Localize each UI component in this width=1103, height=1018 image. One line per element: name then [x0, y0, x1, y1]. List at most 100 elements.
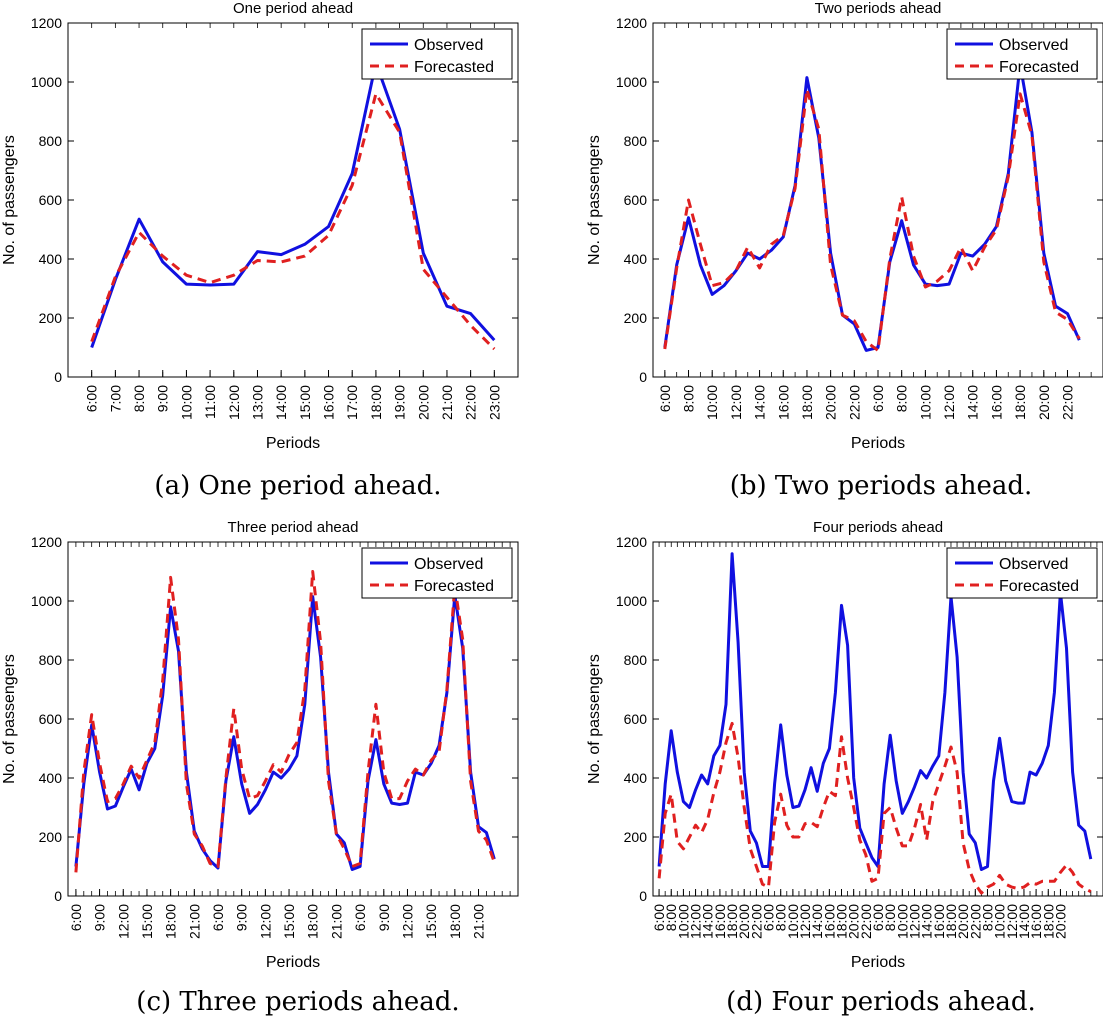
figure-caption: (b) Two periods ahead.	[730, 471, 1033, 501]
legend: Observed Forecasted	[361, 28, 513, 80]
x-tick-label: 14:00	[965, 385, 981, 420]
legend: Observed Forecasted	[361, 547, 513, 599]
x-tick-label: 12:00	[688, 904, 704, 939]
x-tick-label: 6:00	[651, 904, 667, 931]
y-tick-label: 600	[624, 192, 648, 208]
y-tick-label: 0	[54, 369, 62, 385]
x-tick-label: 16:00	[988, 385, 1004, 420]
y-tick-label: 1000	[31, 74, 62, 90]
x-tick-label: 10:00	[704, 385, 720, 420]
x-tick-label: 9:00	[155, 385, 171, 412]
x-tick-label: 22:00	[748, 904, 764, 939]
x-tick-label: 10:00	[992, 904, 1008, 939]
plot-frame	[652, 541, 1103, 897]
legend-label-observed: Observed	[999, 37, 1068, 54]
y-tick-label: 1200	[616, 15, 647, 31]
y-tick-label: 400	[624, 770, 648, 786]
y-tick-label: 1000	[616, 593, 647, 609]
x-tick-label: 18:00	[834, 904, 850, 939]
x-tick-label: 6:00	[84, 385, 100, 412]
legend-label-observed: Observed	[414, 37, 483, 54]
x-tick-label: 14:00	[919, 904, 935, 939]
x-tick-label: 12:00	[728, 385, 744, 420]
x-tick-label: 10:00	[178, 385, 194, 420]
x-tick-label: 18:00	[305, 904, 321, 939]
legend-box	[361, 28, 513, 80]
x-tick-label: 8:00	[681, 385, 697, 412]
y-tick-label: 800	[39, 652, 63, 668]
x-tick-label: 16:00	[775, 385, 791, 420]
x-tick-label: 8:00	[882, 904, 898, 931]
x-tick-label: 6:00	[352, 904, 368, 931]
x-tick-label: 18:00	[799, 385, 815, 420]
x-tick-label: 15:00	[423, 904, 439, 939]
x-tick-label: 22:00	[967, 904, 983, 939]
x-tick-label: 19:00	[392, 385, 408, 420]
x-tick-label: 20:00	[846, 904, 862, 939]
x-axis-label: Periods	[851, 954, 905, 971]
series-line-observed	[90, 61, 496, 348]
y-axis-label: No. of passengers	[1, 135, 18, 265]
y-tick-label: 600	[39, 192, 63, 208]
y-tick-label: 1200	[616, 534, 647, 550]
y-tick-label: 800	[624, 133, 648, 149]
x-tick-label: 12:00	[797, 904, 813, 939]
y-tick-label: 600	[39, 711, 63, 727]
y-tick-label: 200	[39, 829, 63, 845]
x-tick-label: 6:00	[870, 904, 886, 931]
chart-panel-3: 0200400600800100012006:008:0010:0012:001…	[586, 519, 1103, 1017]
x-tick-label: 12:00	[115, 904, 131, 939]
legend: Observed Forecasted	[946, 547, 1098, 599]
x-tick-label: 7:00	[107, 385, 123, 412]
x-tick-label: 8:00	[894, 385, 910, 412]
y-tick-label: 600	[624, 711, 648, 727]
y-tick-label: 1200	[31, 15, 62, 31]
x-tick-label: 14:00	[273, 385, 289, 420]
y-axis-label: No. of passengers	[1, 654, 18, 784]
series-line-observed	[657, 552, 1093, 871]
x-tick-label: 16:00	[931, 904, 947, 939]
x-tick-label: 9:00	[376, 904, 392, 931]
x-tick-label: 22:00	[846, 385, 862, 420]
x-tick-label: 10:00	[785, 904, 801, 939]
series-line-forecasted	[663, 87, 1081, 352]
x-tick-label: 18:00	[447, 904, 463, 939]
x-tick-label: 18:00	[1040, 904, 1056, 939]
x-tick-label: 20:00	[415, 385, 431, 420]
x-tick-label: 20:00	[823, 385, 839, 420]
x-tick-label: 21:00	[471, 904, 487, 939]
x-tick-label: 18:00	[943, 904, 959, 939]
x-tick-label: 21:00	[186, 904, 202, 939]
x-tick-label: 12:00	[257, 904, 273, 939]
chart-panel-0: 0 200 400 600 800 1000 1200 6:00 7:00 8:00 9:00 10:…	[1, 0, 519, 501]
x-tick-label: 9:00	[234, 904, 250, 931]
legend-label-forecasted: Forecasted	[414, 578, 494, 595]
x-tick-label: 6:00	[210, 904, 226, 931]
chart-title: Four periods ahead	[813, 519, 943, 536]
x-tick-label: 6:00	[870, 385, 886, 412]
x-tick-label: 12:00	[906, 904, 922, 939]
x-tick-label: 18:00	[368, 385, 384, 420]
legend-label-forecasted: Forecasted	[999, 59, 1079, 76]
x-tick-label: 14:00	[809, 904, 825, 939]
x-tick-label: 16:00	[712, 904, 728, 939]
legend: Observed Forecasted	[946, 28, 1098, 80]
x-tick-label: 13:00	[249, 385, 265, 420]
figure-caption: (d) Four periods ahead.	[726, 987, 1036, 1017]
x-tick-label: 22:00	[858, 904, 874, 939]
x-tick-label: 8:00	[131, 385, 147, 412]
y-tick-label: 1000	[616, 74, 647, 90]
legend-box	[946, 28, 1098, 80]
x-tick-label: 8:00	[663, 904, 679, 931]
x-tick-label: 8:00	[773, 904, 789, 931]
legend-box	[946, 547, 1098, 599]
x-tick-label: 16:00	[1028, 904, 1044, 939]
y-tick-label: 1200	[31, 534, 62, 550]
x-tick-label: 15:00	[139, 904, 155, 939]
x-tick-label: 21:00	[328, 904, 344, 939]
x-tick-label: 14:00	[752, 385, 768, 420]
chart-title: One period ahead	[233, 0, 353, 17]
x-tick-label: 17:00	[344, 385, 360, 420]
y-tick-label: 200	[624, 829, 648, 845]
chart-panel-1: 0 200 400 600 800 1000 1200 6:00 8:00 10:00 12:00 1…	[586, 0, 1103, 501]
